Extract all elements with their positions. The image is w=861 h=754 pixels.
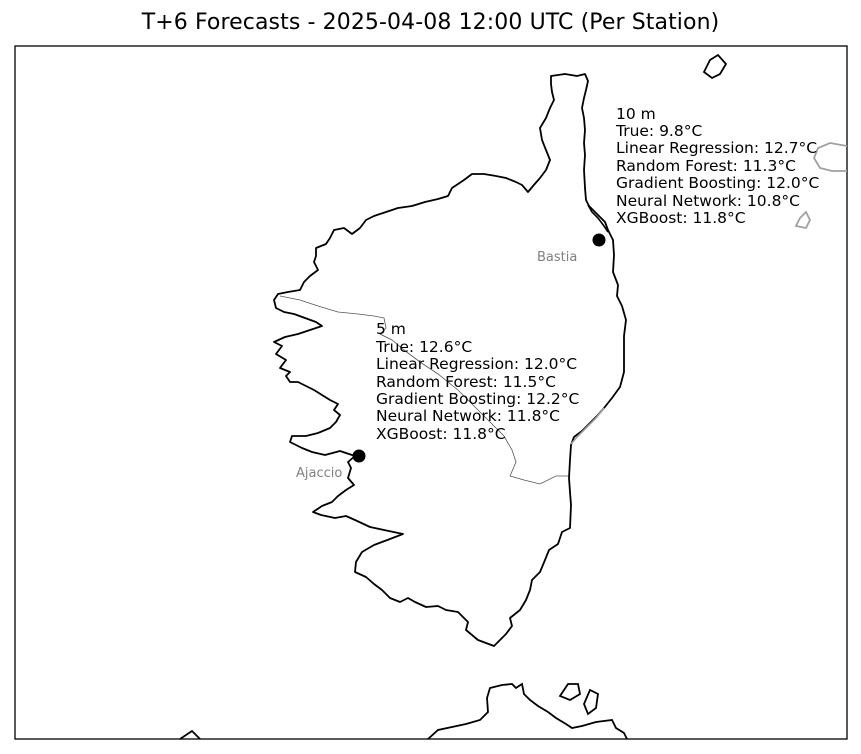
- bastia-line-xgb: XGBoost: 11.8°C: [616, 209, 746, 227]
- bastia-line-lr: Linear Regression: 12.7°C: [616, 139, 817, 157]
- coast-border-segment: [570, 407, 605, 445]
- annotation-ajaccio: 5 m True: 12.6°C Linear Regression: 12.0…: [375, 320, 579, 443]
- station-marker-bastia[interactable]: [592, 233, 606, 247]
- sardinia-coastline: [427, 682, 628, 740]
- sardinia-islet-2: [583, 688, 599, 716]
- sardinia-west-fragment: [179, 729, 201, 740]
- sardinia-islet-1: [558, 683, 582, 702]
- annotation-bastia: 10 m True: 9.8°C Linear Regression: 12.7…: [615, 105, 819, 227]
- ajaccio-line-lr: Linear Regression: 12.0°C: [376, 355, 577, 373]
- bastia-line-rf: Random Forest: 11.3°C: [616, 157, 796, 175]
- ajaccio-line-xgb: XGBoost: 11.8°C: [376, 425, 506, 443]
- department-boundary: [279, 295, 568, 485]
- ajaccio-line-rf: Random Forest: 11.5°C: [376, 373, 556, 391]
- ajaccio-line-gb: Gradient Boosting: 12.2°C: [376, 390, 579, 408]
- city-label-bastia: Bastia: [537, 250, 577, 265]
- ajaccio-line-nn: Neural Network: 11.8°C: [376, 407, 560, 425]
- bastia-line-gb: Gradient Boosting: 12.0°C: [616, 174, 819, 192]
- map-frame: [14, 45, 848, 740]
- corsica-coastline: [273, 73, 627, 647]
- island-east-small: [794, 210, 812, 230]
- ajaccio-line-true: True: 12.6°C: [375, 338, 472, 356]
- map-title: T+6 Forecasts - 2025-04-08 12:00 UTC (Pe…: [141, 10, 720, 35]
- island-north: [702, 53, 728, 80]
- station-marker-ajaccio[interactable]: [352, 449, 366, 463]
- bastia-line-true: True: 9.8°C: [615, 122, 702, 140]
- ajaccio-elevation: 5 m: [376, 320, 406, 338]
- island-east-fragment: [812, 142, 848, 172]
- bastia-elevation: 10 m: [616, 105, 656, 123]
- city-label-ajaccio: Ajaccio: [296, 466, 342, 481]
- bastia-line-nn: Neural Network: 10.8°C: [616, 192, 800, 210]
- bastia-coast-detail: [587, 204, 609, 233]
